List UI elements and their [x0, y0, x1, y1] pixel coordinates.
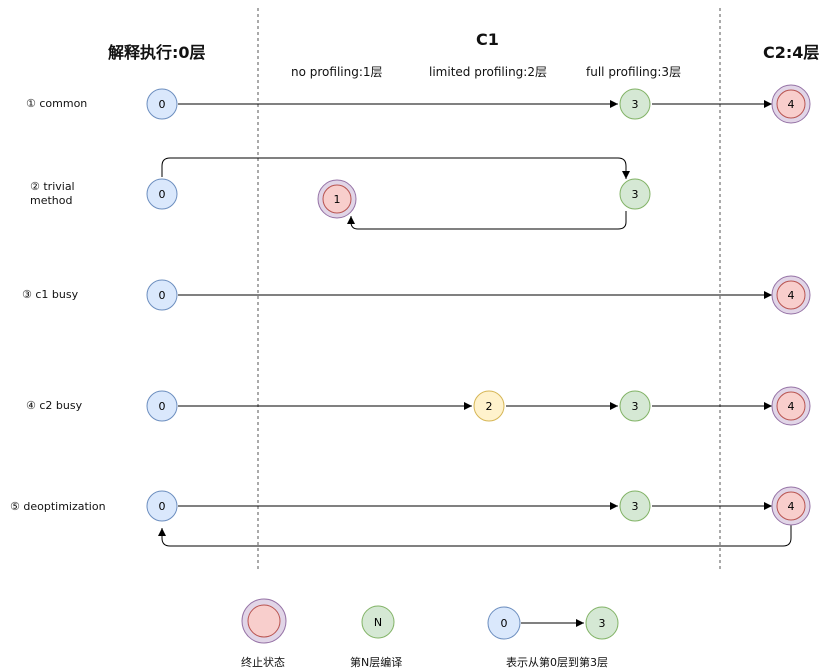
- row-label-trivial-method: ② trivial method: [30, 180, 75, 207]
- svg-text:1: 1: [334, 193, 341, 206]
- row5-node-level-0: 0: [146, 490, 178, 522]
- svg-text:4: 4: [788, 98, 795, 111]
- row-label-deoptimization: ⑤ deoptimization: [10, 500, 106, 513]
- svg-text:0: 0: [159, 188, 166, 201]
- svg-text:0: 0: [159, 289, 166, 302]
- legend-to-node: 3: [585, 606, 619, 640]
- svg-text:0: 0: [159, 500, 166, 513]
- svg-text:4: 4: [788, 500, 795, 513]
- row4-node-level-3: 3: [619, 390, 651, 422]
- legend-terminal-node: [241, 598, 287, 644]
- row2-node-level-3: 3: [619, 178, 651, 210]
- svg-text:0: 0: [159, 400, 166, 413]
- row5-node-level-4-terminal: 4: [771, 486, 811, 526]
- svg-text:0: 0: [159, 98, 166, 111]
- svg-text:3: 3: [632, 188, 639, 201]
- svg-text:4: 4: [788, 400, 795, 413]
- row4-node-level-2: 2: [473, 390, 505, 422]
- svg-text:3: 3: [599, 617, 606, 630]
- row-label-c2-busy: ④ c2 busy: [26, 399, 83, 412]
- row2-node-level-0: 0: [146, 178, 178, 210]
- row4-node-level-4-terminal: 4: [771, 386, 811, 426]
- legend-terminal-label: 终止状态: [241, 656, 285, 669]
- legend-transition-label: 表示从第0层到第3层: [506, 656, 608, 669]
- header-c2: C2:4层: [763, 43, 820, 62]
- header-interpreter: 解释执行:0层: [108, 43, 206, 62]
- header-c1: C1: [476, 30, 499, 49]
- svg-text:4: 4: [788, 289, 795, 302]
- svg-text:0: 0: [501, 617, 508, 630]
- legend-from-node: 0: [487, 606, 521, 640]
- row2-arrow-3-1: [347, 211, 627, 230]
- row-label-common: ① common: [26, 97, 88, 110]
- row2-node-level-1-terminal: 1: [317, 179, 357, 219]
- row4-node-level-0: 0: [146, 390, 178, 422]
- row3-node-level-4-terminal: 4: [771, 275, 811, 315]
- svg-text:3: 3: [632, 500, 639, 513]
- row5-arrow-4-0: [158, 524, 792, 547]
- row3-node-level-0: 0: [146, 279, 178, 311]
- legend-level-node: N: [361, 605, 395, 639]
- row-label-c1-busy: ③ c1 busy: [22, 288, 79, 301]
- row5-node-level-3: 3: [619, 490, 651, 522]
- svg-text:3: 3: [632, 98, 639, 111]
- svg-text:N: N: [374, 616, 382, 629]
- row2-arrow-0-3: [161, 157, 630, 179]
- c1-level-no-profiling: no profiling:1层: [291, 65, 383, 79]
- c1-level-limited-profiling: limited profiling:2层: [429, 65, 547, 79]
- legend-level-label: 第N层编译: [350, 656, 403, 669]
- svg-text:2: 2: [486, 400, 493, 413]
- c1-level-full-profiling: full profiling:3层: [586, 65, 682, 79]
- row1-node-level-4-terminal: 4: [771, 84, 811, 124]
- row1-node-level-3: 3: [619, 88, 651, 120]
- row1-node-level-0: 0: [146, 88, 178, 120]
- svg-text:3: 3: [632, 400, 639, 413]
